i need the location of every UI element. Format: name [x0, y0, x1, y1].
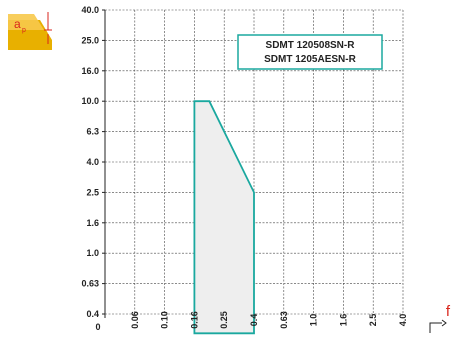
x-tick-label: 0.63	[279, 311, 289, 329]
x-tick-label: 0.16	[189, 311, 199, 329]
x-tick-label: 0	[95, 322, 100, 332]
x-axis-label: f	[446, 303, 451, 320]
y-tick-label: 25.0	[81, 35, 99, 45]
x-tick-label: 1.6	[338, 314, 348, 327]
y-tick-label: 40.0	[81, 5, 99, 15]
x-tick-label: 0.4	[249, 314, 259, 327]
y-tick-label: 10.0	[81, 96, 99, 106]
y-tick-label: 16.0	[81, 66, 99, 76]
legend: SDMT 120508SN-R SDMT 1205AESN-R	[237, 34, 383, 70]
y-tick-label: 1.6	[86, 218, 99, 228]
x-tick-label: 0.25	[219, 311, 229, 329]
y-tick-label: 6.3	[86, 127, 99, 137]
x-axis-ticks: 0 0.06 0.10 0.16 0.25 0.4 0.63 1.0 1.6 2.5 4.0	[95, 311, 408, 332]
y-tick-label: 0.63	[81, 279, 99, 289]
x-tick-label: 4.0	[398, 314, 408, 327]
x-tick-label: 0.10	[160, 311, 170, 329]
x-tick-label: 1.0	[309, 314, 319, 327]
y-tick-label: 4.0	[86, 157, 99, 167]
y-tick-label: 2.5	[86, 187, 99, 197]
ap-depth-icon: a p	[8, 12, 52, 50]
y-axis-ticks: 40.0 25.0 16.0 10.0 6.3 4.0 2.5 1.6 1.0 0.63 0.4	[81, 5, 105, 319]
x-tick-label: 2.5	[368, 314, 378, 327]
ap-sub: p	[22, 27, 26, 34]
ap-label: a	[14, 17, 21, 31]
x-tick-label: 0.06	[130, 311, 140, 329]
feed-icon	[429, 319, 447, 333]
y-tick-label: 1.0	[86, 248, 99, 258]
region-polygon	[193, 100, 255, 335]
y-tick-label: 0.4	[86, 309, 99, 319]
feasible-region	[193, 100, 255, 335]
legend-item-2: SDMT 1205AESN-R	[264, 54, 356, 65]
legend-item-1: SDMT 120508SN-R	[266, 40, 356, 51]
